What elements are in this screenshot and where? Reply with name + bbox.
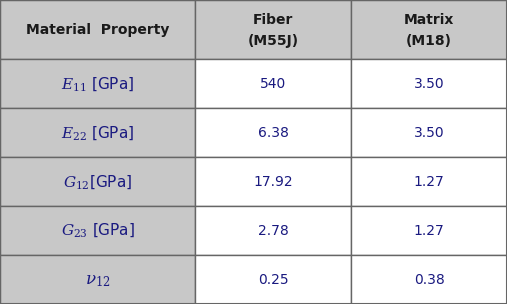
Bar (195, 108, 351, 157)
Bar (0, 157, 195, 206)
Bar (0, 206, 195, 255)
Text: 0.38: 0.38 (414, 272, 445, 287)
Text: Material  Property: Material Property (26, 22, 169, 37)
Bar (351, 206, 507, 255)
Text: 540: 540 (260, 77, 286, 91)
Bar (351, 108, 507, 157)
Text: Matrix: Matrix (404, 12, 454, 26)
Bar (0, 255, 195, 304)
Bar (195, 157, 351, 206)
Bar (195, 255, 351, 304)
Bar (0, 0, 195, 59)
Text: $G_{12}$[GPa]: $G_{12}$[GPa] (63, 173, 132, 191)
Text: (M18): (M18) (406, 34, 452, 49)
Text: 17.92: 17.92 (254, 174, 293, 189)
Text: 1.27: 1.27 (414, 174, 445, 189)
Text: 3.50: 3.50 (414, 77, 445, 91)
Bar (195, 59, 351, 108)
Bar (0, 108, 195, 157)
Bar (351, 0, 507, 59)
Bar (195, 0, 351, 59)
Text: 1.27: 1.27 (414, 223, 445, 238)
Bar (195, 206, 351, 255)
Text: 6.38: 6.38 (258, 126, 288, 140)
Bar (351, 59, 507, 108)
Text: $E_{11}$ [GPa]: $E_{11}$ [GPa] (61, 75, 134, 93)
Bar (351, 157, 507, 206)
Text: 2.78: 2.78 (258, 223, 288, 238)
Text: $\nu_{12}$: $\nu_{12}$ (85, 271, 111, 288)
Text: (M55J): (M55J) (248, 34, 299, 49)
Text: $G_{23}$ [GPa]: $G_{23}$ [GPa] (60, 222, 135, 240)
Text: $E_{22}$ [GPa]: $E_{22}$ [GPa] (61, 124, 134, 142)
Text: 0.25: 0.25 (258, 272, 288, 287)
Text: 3.50: 3.50 (414, 126, 445, 140)
Text: Fiber: Fiber (253, 12, 294, 26)
Bar (351, 255, 507, 304)
Bar (0, 59, 195, 108)
